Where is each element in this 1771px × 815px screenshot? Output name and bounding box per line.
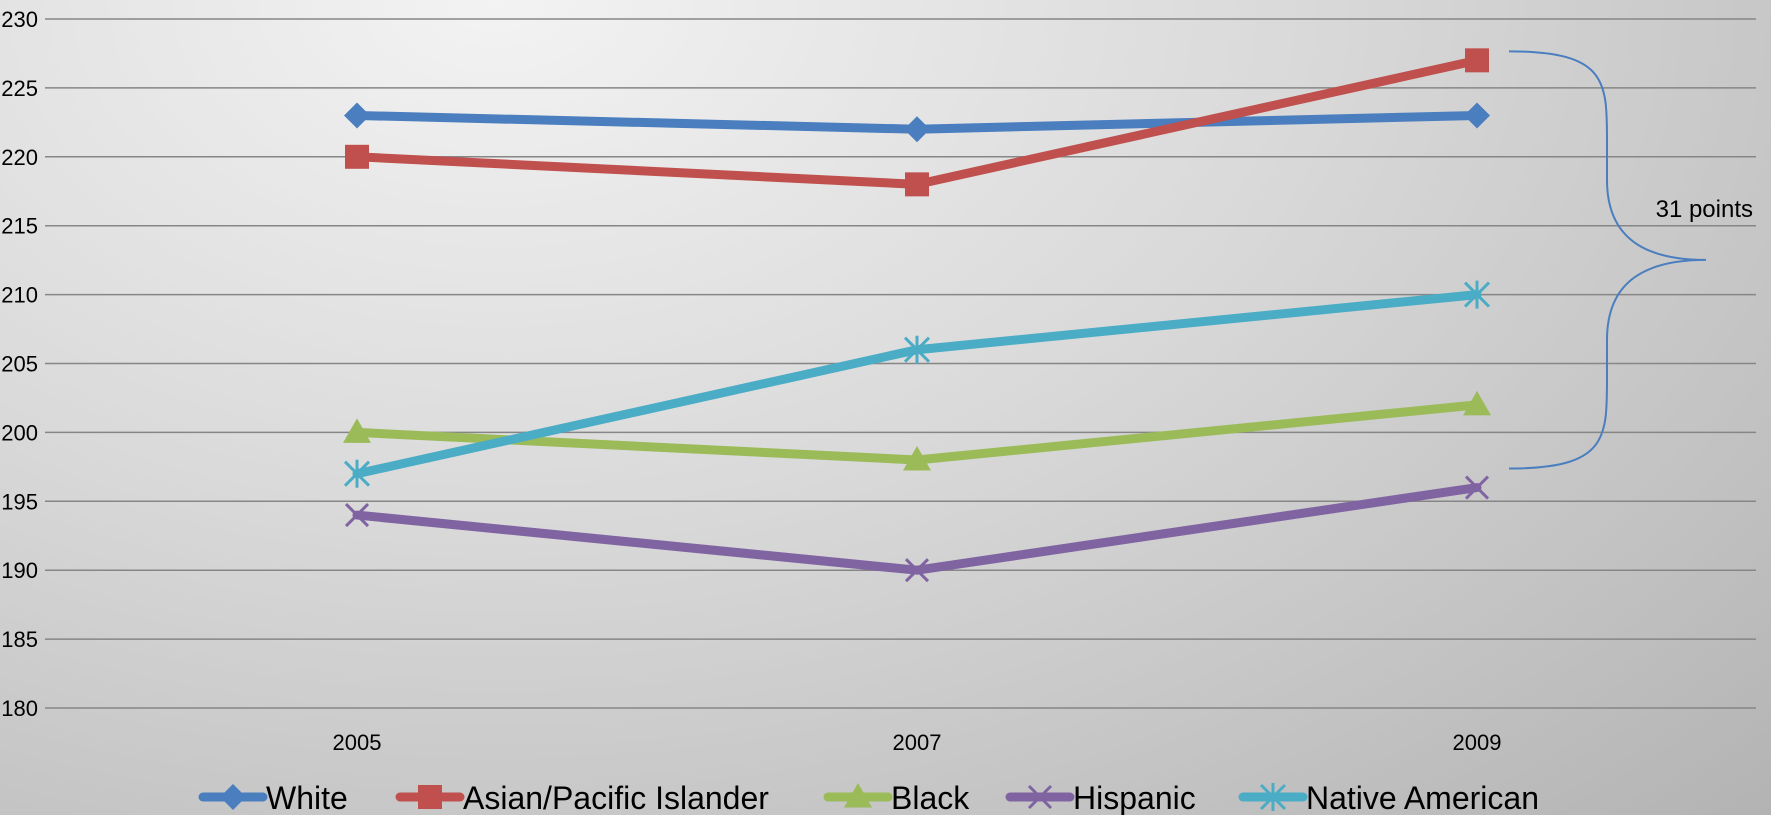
x-axis-tick-labels: 2005 2007 2009 xyxy=(333,730,1502,755)
legend-label: Asian/Pacific Islander xyxy=(463,780,769,815)
legend-label: White xyxy=(266,780,348,815)
data-point-hispanic xyxy=(904,558,930,583)
data-point-asian-pacific-islander xyxy=(345,144,369,169)
annotations: 31 points xyxy=(1508,50,1753,470)
y-tick-label: 225 xyxy=(1,76,38,101)
legend-label: Hispanic xyxy=(1073,780,1196,815)
y-tick-label: 230 xyxy=(1,7,38,32)
y-tick-label: 180 xyxy=(1,696,38,721)
y-axis-tick-labels: 180 185 190 195 200 205 210 215 220 225 230 xyxy=(1,7,38,721)
series-line-hispanic xyxy=(352,483,1482,575)
data-point-hispanic xyxy=(344,503,370,528)
data-point-asian-pacific-islander xyxy=(1465,48,1489,73)
data-point-black xyxy=(343,418,371,443)
series-black xyxy=(343,390,1491,471)
legend-item-native-american: Native American xyxy=(1238,780,1539,815)
x-tick-label: 2009 xyxy=(1453,730,1502,755)
series-asian-pacific-islander xyxy=(345,48,1489,197)
data-point-hispanic xyxy=(1464,475,1490,500)
data-point-white xyxy=(904,116,930,143)
x-tick-label: 2007 xyxy=(893,730,942,755)
legend-item-white: White xyxy=(198,780,348,815)
legend-marker-asian-pacific-islander xyxy=(418,785,442,809)
legend-marker-native-american xyxy=(1259,783,1287,811)
legend-marker-white xyxy=(220,784,246,810)
data-point-white xyxy=(344,102,370,129)
series-native-american xyxy=(343,280,1491,488)
data-point-native-american xyxy=(1463,280,1491,309)
y-tick-label: 205 xyxy=(1,352,38,377)
series-white xyxy=(344,102,1490,143)
series-hispanic xyxy=(344,475,1490,583)
data-point-black xyxy=(1463,390,1491,416)
legend-label: Native American xyxy=(1306,780,1539,815)
y-tick-label: 210 xyxy=(1,283,38,308)
y-tick-label: 220 xyxy=(1,145,38,170)
legend-label: Black xyxy=(891,780,970,815)
y-tick-label: 195 xyxy=(1,489,38,514)
legend: White Asian/Pacific Islander Black Hispanic… xyxy=(198,780,1539,815)
y-tick-label: 215 xyxy=(1,214,38,239)
series-lines xyxy=(343,48,1491,583)
legend-item-black: Black xyxy=(823,780,970,815)
data-point-asian-pacific-islander xyxy=(905,172,929,197)
gridlines xyxy=(45,18,1756,709)
y-tick-label: 200 xyxy=(1,420,38,445)
annotation-label: 31 points xyxy=(1656,196,1753,223)
data-point-native-american xyxy=(343,459,371,488)
y-tick-label: 190 xyxy=(1,558,38,583)
legend-item-hispanic: Hispanic xyxy=(1005,780,1196,815)
data-point-black xyxy=(903,445,931,471)
data-point-white xyxy=(1464,102,1490,129)
legend-marker-hispanic xyxy=(1027,784,1053,810)
y-tick-label: 185 xyxy=(1,627,38,652)
x-tick-label: 2005 xyxy=(333,730,382,755)
legend-marker-black xyxy=(844,783,872,808)
brace-annotation xyxy=(1508,50,1707,470)
data-point-native-american xyxy=(903,335,931,364)
legend-item-asian-pacific-islander: Asian/Pacific Islander xyxy=(395,780,769,815)
